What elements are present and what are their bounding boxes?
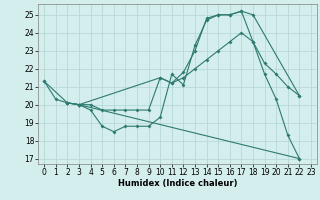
X-axis label: Humidex (Indice chaleur): Humidex (Indice chaleur): [118, 179, 237, 188]
